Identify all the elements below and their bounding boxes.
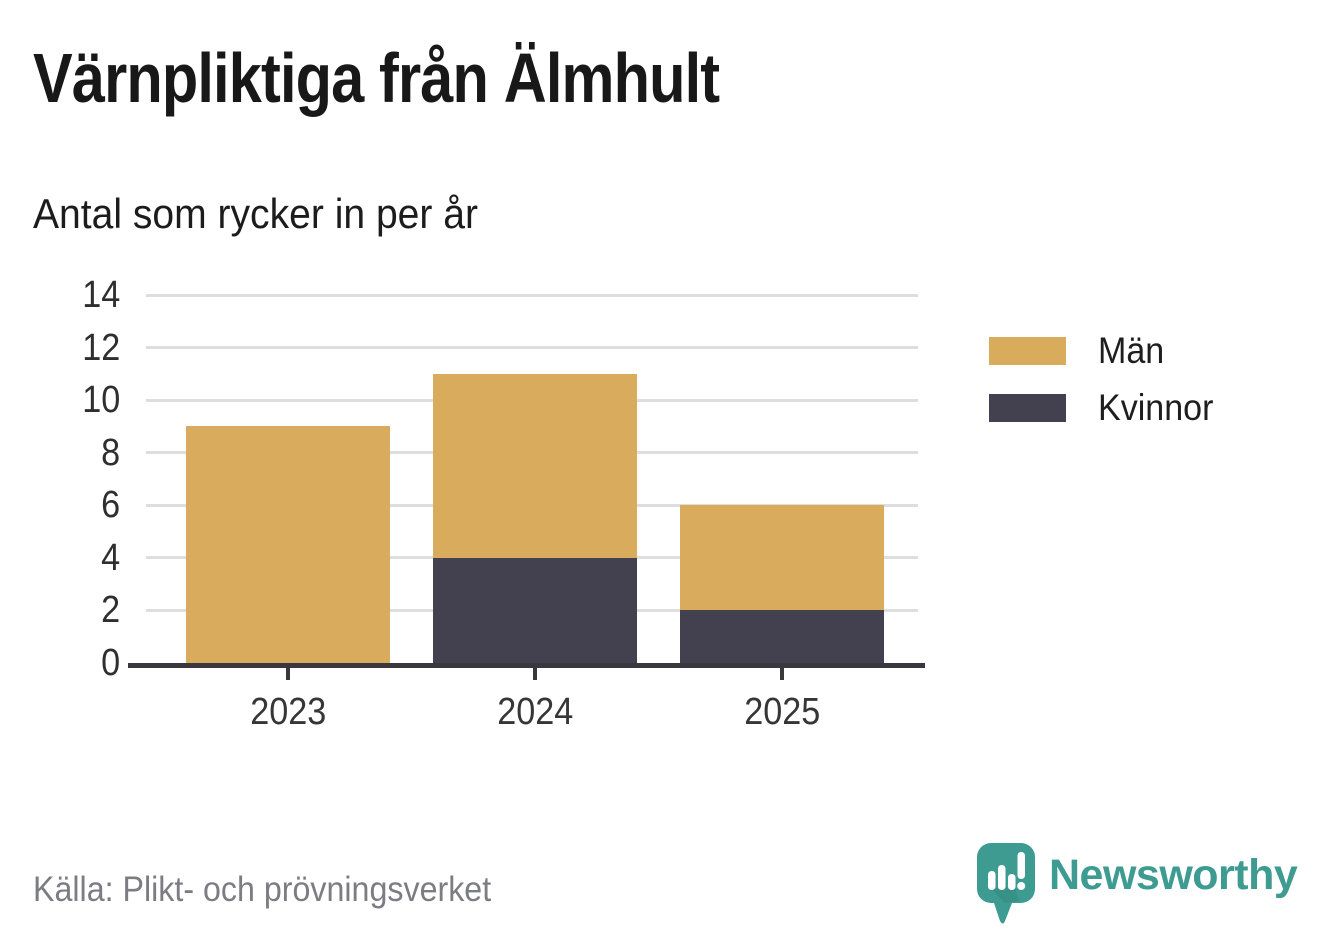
x-tick-label: 2025	[743, 691, 821, 733]
gridline	[146, 346, 918, 350]
chart-title: Värnpliktiga från Älmhult	[33, 39, 720, 117]
y-tick-label: 8	[100, 431, 120, 474]
x-tick-mark	[286, 667, 290, 680]
bar-segment-kvinnor-2025	[680, 610, 884, 663]
source-note: Källa: Plikt- och prövningsverket	[33, 870, 492, 909]
y-tick-label: 14	[81, 274, 120, 316]
x-tick-mark	[780, 667, 784, 680]
y-tick-label: 12	[81, 326, 120, 369]
x-tick-mark	[533, 667, 537, 680]
legend-label: Kvinnor	[1098, 387, 1214, 428]
brand-footer: Newsworthy	[977, 843, 1298, 925]
chart-subtitle: Antal som rycker in per år	[33, 190, 479, 237]
legend-swatch	[989, 337, 1066, 365]
y-tick-label: 2	[100, 589, 120, 632]
y-tick-label: 4	[100, 536, 120, 579]
legend-item-män: Män	[989, 330, 1223, 371]
x-axis-line	[128, 663, 925, 668]
brand-wordmark: Newsworthy	[1049, 851, 1298, 899]
x-tick-label: 2023	[249, 691, 327, 733]
legend: Män Kvinnor	[989, 330, 1223, 451]
bar-segment-män-2023	[186, 426, 390, 663]
gridline	[146, 293, 918, 297]
bar-segment-män-2025	[680, 505, 884, 611]
legend-label: Män	[1098, 330, 1165, 371]
legend-swatch	[989, 394, 1066, 422]
x-tick-label: 2024	[496, 691, 574, 733]
bar-segment-män-2024	[433, 373, 637, 558]
newsworthy-logo-icon	[977, 843, 1035, 924]
bar-segment-kvinnor-2024	[433, 557, 637, 663]
legend-item-kvinnor: Kvinnor	[989, 387, 1223, 428]
y-tick-label: 10	[81, 379, 120, 422]
y-tick-label: 6	[100, 484, 120, 527]
y-tick-label: 0	[100, 642, 120, 684]
